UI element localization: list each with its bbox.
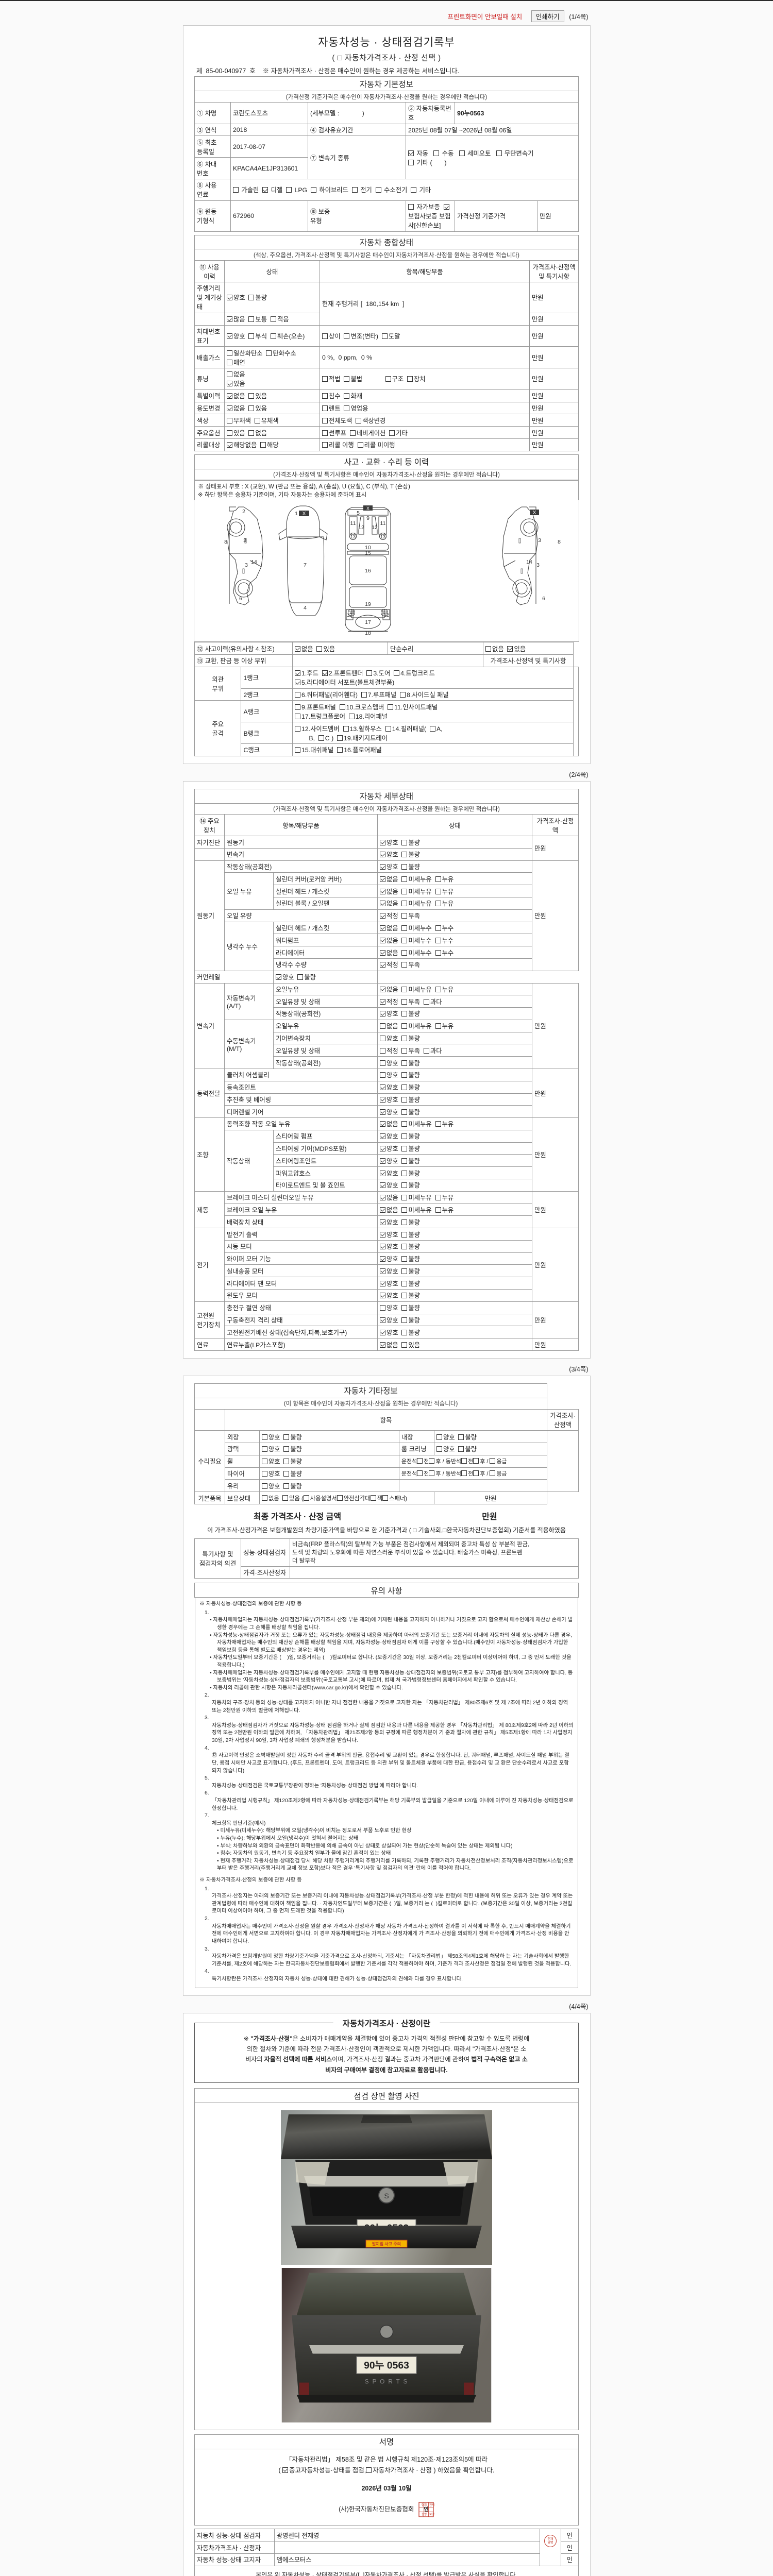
svg-text:12: 12 [358,524,364,531]
svg-text:17: 17 [365,619,371,625]
svg-text:S P O R T S: S P O R T S [365,2378,409,2385]
svg-text:협회: 협회 [422,2503,427,2507]
svg-text:X: X [532,510,536,516]
svg-text:19: 19 [365,601,371,607]
svg-text:16: 16 [365,568,371,574]
svg-text:4: 4 [304,605,307,611]
svg-text:3: 3 [245,562,248,568]
svg-text:전재: 전재 [429,2503,434,2507]
svg-text:7: 7 [304,562,307,568]
svg-text:11: 11 [350,520,356,527]
svg-text:S: S [384,2192,389,2200]
svg-text:6: 6 [542,596,545,602]
svg-text:8: 8 [224,539,227,545]
svg-text:14: 14 [526,559,532,565]
svg-text:영명: 영명 [548,2540,553,2545]
svg-text:전재: 전재 [548,2537,553,2541]
svg-text:13: 13 [350,534,356,539]
svg-text:보영: 보영 [429,2512,434,2516]
svg-text:11: 11 [380,520,386,527]
svg-text:3: 3 [536,562,540,568]
svg-text:인: 인 [424,2506,428,2513]
svg-text:18: 18 [365,630,371,635]
svg-text:5: 5 [357,510,360,516]
svg-text:13: 13 [380,534,385,539]
svg-text:X: X [302,511,306,517]
svg-text:14: 14 [251,559,257,565]
svg-text:12: 12 [384,613,389,618]
svg-text:발끼임 사고 주의: 발끼임 사고 주의 [372,2241,401,2246]
svg-text:90누 0563: 90누 0563 [364,2360,409,2371]
svg-text:12: 12 [372,524,378,531]
svg-text:3: 3 [243,537,246,544]
svg-text:X: X [366,506,369,511]
svg-text:2: 2 [242,509,245,515]
svg-text:증명: 증명 [422,2513,427,2516]
svg-text:15: 15 [365,550,371,556]
svg-text:6: 6 [239,596,242,602]
svg-text:12: 12 [347,613,352,618]
svg-text:3: 3 [538,537,541,544]
svg-text:1: 1 [295,511,298,517]
svg-text:8: 8 [558,539,561,545]
svg-text:9: 9 [366,515,369,521]
